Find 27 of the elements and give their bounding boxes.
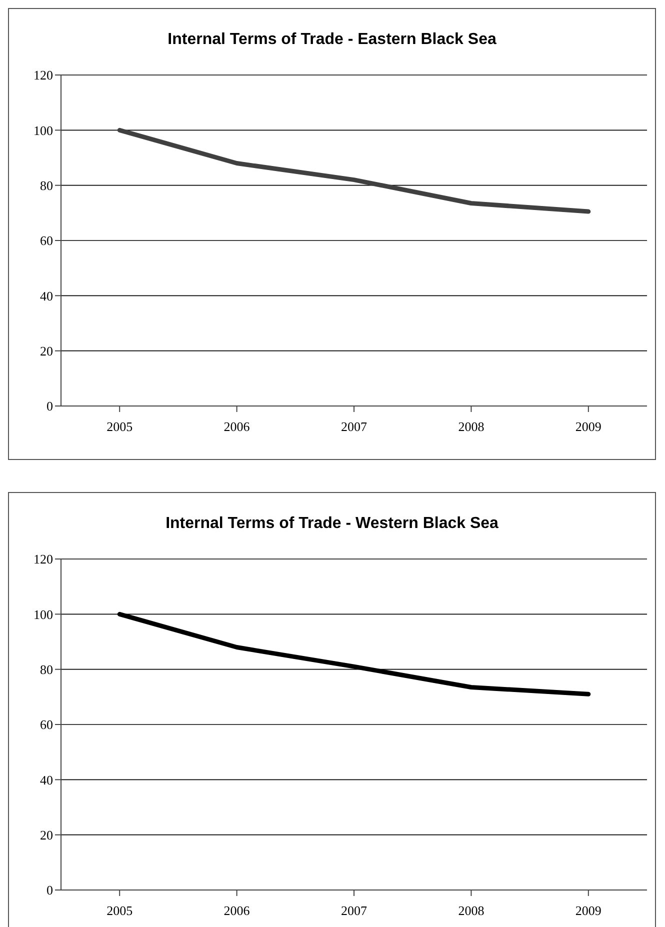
x-tick-label: 2007	[341, 903, 368, 918]
y-tick-label: 120	[34, 68, 53, 83]
y-tick-label: 100	[34, 606, 53, 622]
x-tick-label: 2009	[575, 419, 602, 434]
x-tick-label: 2006	[224, 419, 250, 434]
y-tick-label: 100	[34, 122, 53, 138]
y-tick-label: 0	[46, 882, 53, 898]
y-tick-label: 20	[40, 827, 53, 842]
x-tick-label: 2006	[224, 903, 250, 918]
chart-title: Internal Terms of Trade - Western Black Sea	[164, 515, 500, 534]
y-tick-label: 60	[40, 717, 53, 732]
x-tick-label: 2005	[106, 419, 133, 434]
y-tick-label: 80	[40, 178, 53, 193]
y-tick-label: 0	[46, 398, 53, 414]
y-tick-label: 60	[40, 233, 53, 248]
y-tick-label: 20	[40, 343, 53, 358]
y-tick-label: 80	[40, 662, 53, 677]
y-tick-label: 120	[34, 552, 53, 567]
x-tick-label: 2007	[341, 419, 368, 434]
x-tick-label: 2005	[106, 903, 133, 918]
x-tick-label: 2008	[458, 419, 484, 434]
line-series	[117, 128, 591, 214]
x-tick-label: 2008	[458, 903, 484, 918]
chart-title: Internal Terms of Trade - Eastern Black Sea	[166, 31, 498, 50]
y-tick-label: 40	[40, 772, 53, 788]
y-tick-label: 40	[40, 288, 53, 304]
x-tick-label: 2009	[575, 903, 602, 918]
